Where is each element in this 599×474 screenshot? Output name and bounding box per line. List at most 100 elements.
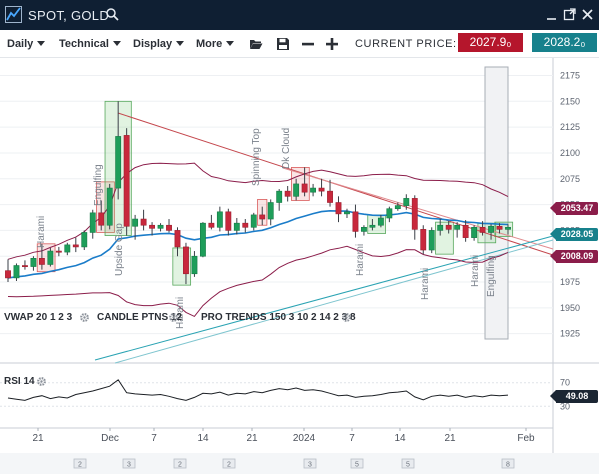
projection-box xyxy=(484,66,509,340)
time-tick-label: 14 xyxy=(197,433,209,444)
price-tick-label: 1925 xyxy=(560,329,580,339)
bullish-candle xyxy=(454,224,461,230)
save-icon[interactable] xyxy=(276,37,290,51)
pattern-label: Engulfing xyxy=(93,164,104,206)
event-marker-label: 2 xyxy=(227,462,231,469)
bearish-candle xyxy=(242,222,249,228)
price-tick-label: 2175 xyxy=(560,70,580,80)
bullish-candle xyxy=(30,257,37,267)
bullish-candle xyxy=(47,250,54,265)
gear-icon[interactable] xyxy=(79,312,90,323)
event-marker[interactable] xyxy=(401,458,415,469)
bearish-candle xyxy=(318,187,325,192)
rsi-line xyxy=(7,379,509,401)
pro-trends-label: PRO TRENDS 150 3 10 2 14 2 3 8 xyxy=(201,312,356,323)
bullish-candle xyxy=(267,202,274,220)
bullish-candle xyxy=(403,198,410,206)
bearish-candle xyxy=(445,224,452,230)
bearish-candle xyxy=(72,244,79,248)
pattern-label: Harami xyxy=(175,297,186,329)
window-titlebar: SPOT, GOLD xyxy=(0,0,599,30)
chart-background xyxy=(0,58,599,474)
bullish-candle xyxy=(369,224,376,228)
event-marker[interactable] xyxy=(501,458,515,469)
pattern-label: Engulfing xyxy=(486,255,497,297)
time-tick-label: 21 xyxy=(246,433,258,444)
gear-icon[interactable] xyxy=(341,312,352,323)
menu-daily[interactable]: Daily xyxy=(7,38,46,50)
bullish-candle xyxy=(293,183,300,197)
window-title: SPOT, GOLD xyxy=(28,8,110,23)
bullish-candle xyxy=(132,218,139,227)
pattern-label: Harami xyxy=(355,244,366,276)
bullish-candle xyxy=(89,212,96,233)
bearish-candle xyxy=(479,227,486,233)
bearish-candle xyxy=(327,190,333,203)
event-marker[interactable] xyxy=(350,458,364,469)
bullish-candle xyxy=(157,224,164,229)
menu-display[interactable]: Display xyxy=(133,38,185,50)
chevron-down-icon xyxy=(112,41,121,46)
candle-patterns-label: CANDLE PTNS 12 xyxy=(97,312,183,323)
event-marker[interactable] xyxy=(122,458,136,469)
gear-icon[interactable] xyxy=(168,312,179,323)
bearish-candle xyxy=(98,212,105,226)
bullish-candle xyxy=(310,187,317,193)
event-marker[interactable] xyxy=(73,458,87,469)
pattern-label: Harami xyxy=(420,268,431,300)
toolbar: Daily Technical Display More CURRENT PRI… xyxy=(0,30,599,58)
bullish-candle xyxy=(64,244,71,253)
bearish-candle xyxy=(284,190,291,197)
bullish-candle xyxy=(505,227,511,230)
bearish-candle xyxy=(462,224,469,238)
support-trendline xyxy=(94,235,554,361)
bearish-candle xyxy=(496,225,503,230)
time-tick-label: 7 xyxy=(151,433,157,444)
event-marker[interactable] xyxy=(222,458,236,469)
bullish-candle xyxy=(386,208,393,219)
folder-open-icon[interactable] xyxy=(249,37,263,51)
menu-more[interactable]: More xyxy=(196,38,235,50)
price-tag-current: 2028.05 xyxy=(550,228,598,241)
bullish-candle xyxy=(276,190,283,203)
ask-price-box[interactable]: 2028.2₀ xyxy=(532,33,597,52)
bullish-candle xyxy=(216,211,223,228)
event-marker-label: 5 xyxy=(406,462,410,469)
pattern-label: Harami xyxy=(470,255,481,287)
event-marker[interactable] xyxy=(173,458,187,469)
bearish-candle xyxy=(335,202,342,215)
maximize-icon[interactable] xyxy=(563,8,576,21)
minus-icon[interactable] xyxy=(301,37,315,51)
price-tick-label: 2100 xyxy=(560,148,580,158)
rsi-tick-label: 30 xyxy=(560,401,570,411)
chart-logo-icon xyxy=(5,6,22,23)
search-icon[interactable] xyxy=(106,8,119,21)
minimize-icon[interactable] xyxy=(545,8,558,21)
event-marker-label: 2 xyxy=(78,462,82,469)
rsi-value-tag: 49.08 xyxy=(550,390,598,403)
bearish-candle xyxy=(208,222,215,228)
bearish-candle xyxy=(149,224,155,229)
bullish-candle xyxy=(191,255,198,275)
time-tick-label: Feb xyxy=(517,433,535,444)
price-tick-label: 1950 xyxy=(560,303,580,313)
event-marker-label: 3 xyxy=(127,462,131,469)
gear-icon[interactable] xyxy=(36,376,47,387)
bullish-candle xyxy=(250,214,257,228)
bottom-strip xyxy=(0,453,599,474)
plus-icon[interactable] xyxy=(325,37,339,51)
bearish-candle xyxy=(183,246,189,275)
bullish-candle xyxy=(13,265,20,279)
event-marker-label: 2 xyxy=(178,462,182,469)
price-chart[interactable]: 2175215021252100207520502025200019751950… xyxy=(0,58,599,474)
menu-technical[interactable]: Technical xyxy=(59,38,121,50)
event-marker[interactable] xyxy=(303,458,317,469)
close-icon[interactable] xyxy=(581,8,594,21)
vwap-label: VWAP 20 1 2 3 xyxy=(4,312,73,323)
bearish-candle xyxy=(5,270,11,279)
time-tick-label: 21 xyxy=(444,433,456,444)
bullish-candle xyxy=(106,187,113,226)
rsi-tick-label: 70 xyxy=(560,378,570,388)
bullish-candle xyxy=(344,211,350,215)
bid-price-box[interactable]: 2027.9₀ xyxy=(458,33,523,52)
